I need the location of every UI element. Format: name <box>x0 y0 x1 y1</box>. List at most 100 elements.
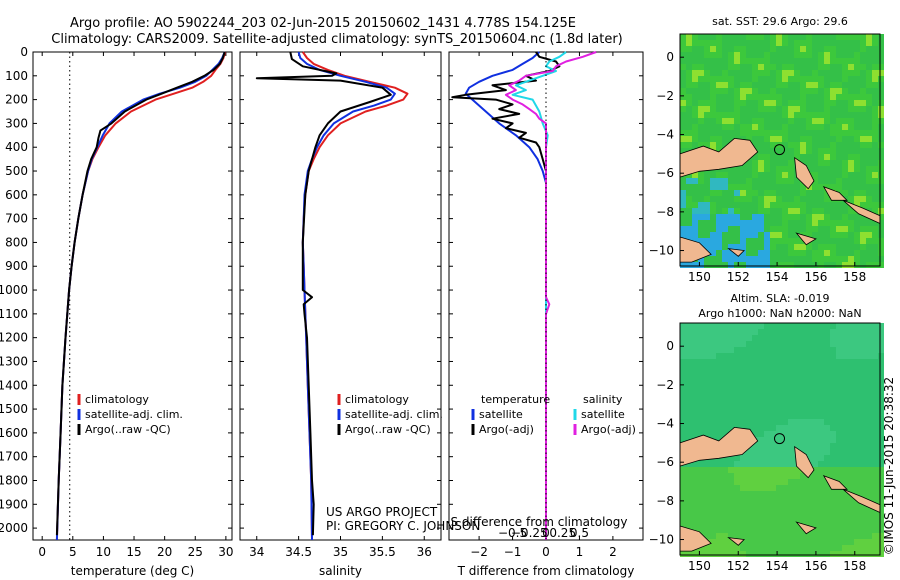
map-cell <box>806 389 812 395</box>
map-cell <box>698 521 704 527</box>
map-cell <box>686 395 692 401</box>
map-cell <box>752 515 758 521</box>
map-cell <box>764 479 770 485</box>
map-cell <box>872 190 878 196</box>
map-cell <box>716 533 722 539</box>
map-cell <box>860 527 866 533</box>
map-cell <box>806 76 812 82</box>
map-cell <box>800 112 806 118</box>
map-cell <box>776 160 782 166</box>
map-cell <box>734 232 740 238</box>
map-cell <box>860 220 866 226</box>
map-cell <box>866 256 872 262</box>
map-cell <box>770 491 776 497</box>
map-cell <box>728 389 734 395</box>
map-cell <box>764 160 770 166</box>
map-cell <box>788 527 794 533</box>
map-cell <box>830 118 836 124</box>
map-cell <box>722 329 728 335</box>
map-cell <box>722 455 728 461</box>
map-cell <box>800 443 806 449</box>
map-cell <box>872 52 878 58</box>
map-cell <box>842 347 848 353</box>
map-cell <box>692 461 698 467</box>
map-cell <box>788 401 794 407</box>
map-cell <box>680 124 686 130</box>
map-cell <box>854 335 860 341</box>
map-x-tick-label: 150 <box>688 270 711 284</box>
map-cell <box>680 262 686 268</box>
map-cell <box>698 34 704 40</box>
map-cell <box>704 64 710 70</box>
map-cell <box>812 419 818 425</box>
map-cell <box>746 329 752 335</box>
map-cell <box>752 341 758 347</box>
map-cell <box>812 112 818 118</box>
map-cell <box>824 220 830 226</box>
map-cell <box>722 130 728 136</box>
map-cell <box>818 407 824 413</box>
map-cell <box>788 58 794 64</box>
map-cell <box>698 58 704 64</box>
map-cell <box>788 88 794 94</box>
map-cell <box>722 184 728 190</box>
map-cell <box>836 34 842 40</box>
map-cell <box>830 359 836 365</box>
map-cell <box>686 142 692 148</box>
map-cell <box>752 389 758 395</box>
map-cell <box>836 58 842 64</box>
map-cell <box>824 118 830 124</box>
map-cell <box>806 112 812 118</box>
map-cell <box>866 449 872 455</box>
map-cell <box>818 184 824 190</box>
map-cell <box>812 551 818 557</box>
map-cell <box>740 106 746 112</box>
map-cell <box>836 232 842 238</box>
legend-label: satellite-adj. clim. <box>85 408 183 421</box>
map-cell <box>740 58 746 64</box>
map-y-tick-label: −10 <box>649 244 674 258</box>
map-cell <box>716 545 722 551</box>
map-cell <box>878 329 884 335</box>
map-cell <box>752 533 758 539</box>
map-cell <box>812 545 818 551</box>
map-cell <box>788 479 794 485</box>
map-cell <box>680 52 686 58</box>
map-cell <box>866 178 872 184</box>
map-cell <box>758 485 764 491</box>
map-cell <box>842 503 848 509</box>
map-cell <box>746 118 752 124</box>
map-cell <box>758 70 764 76</box>
map-cell <box>842 533 848 539</box>
map-cell <box>866 425 872 431</box>
map-cell <box>710 46 716 52</box>
map-cell <box>878 455 884 461</box>
map-cell <box>782 365 788 371</box>
map-cell <box>746 509 752 515</box>
map-cell <box>728 329 734 335</box>
map-cell <box>830 383 836 389</box>
map-cell <box>758 491 764 497</box>
map-cell <box>728 455 734 461</box>
map-cell <box>800 226 806 232</box>
map-cell <box>812 184 818 190</box>
map-cell <box>740 64 746 70</box>
map-cell <box>704 461 710 467</box>
map-cell <box>710 88 716 94</box>
map-cell <box>788 551 794 557</box>
map-cell <box>800 383 806 389</box>
map-cell <box>770 130 776 136</box>
map-cell <box>776 52 782 58</box>
map-cell <box>860 190 866 196</box>
map-cell <box>806 353 812 359</box>
map-cell <box>770 190 776 196</box>
map-cell <box>878 166 884 172</box>
map-cell <box>710 76 716 82</box>
map-cell <box>734 172 740 178</box>
map-cell <box>692 214 698 220</box>
map-cell <box>764 208 770 214</box>
map-cell <box>782 250 788 256</box>
map-cell <box>866 377 872 383</box>
map-cell <box>758 40 764 46</box>
